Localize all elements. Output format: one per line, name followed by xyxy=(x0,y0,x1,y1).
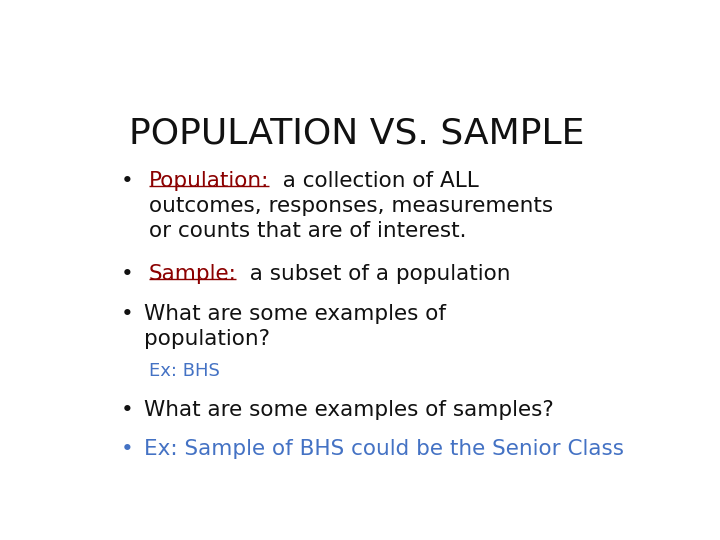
Text: •: • xyxy=(121,171,133,191)
Text: Ex: Sample of BHS could be the Senior Class: Ex: Sample of BHS could be the Senior Cl… xyxy=(144,439,624,459)
Text: outcomes, responses, measurements
or counts that are of interest.: outcomes, responses, measurements or cou… xyxy=(148,196,553,241)
Text: What are some examples of samples?: What are some examples of samples? xyxy=(144,400,554,420)
Text: Population:: Population: xyxy=(148,171,269,191)
Text: POPULATION VS. SAMPLE: POPULATION VS. SAMPLE xyxy=(129,117,585,151)
Text: •: • xyxy=(121,400,133,420)
Text: •: • xyxy=(121,439,133,459)
Text: •: • xyxy=(121,265,133,285)
Text: Sample:: Sample: xyxy=(148,265,236,285)
Text: What are some examples of
population?: What are some examples of population? xyxy=(144,304,446,349)
Text: •: • xyxy=(121,304,133,324)
Text: a subset of a population: a subset of a population xyxy=(236,265,511,285)
Text: a collection of ALL: a collection of ALL xyxy=(269,171,479,191)
Text: Ex: BHS: Ex: BHS xyxy=(148,362,220,380)
